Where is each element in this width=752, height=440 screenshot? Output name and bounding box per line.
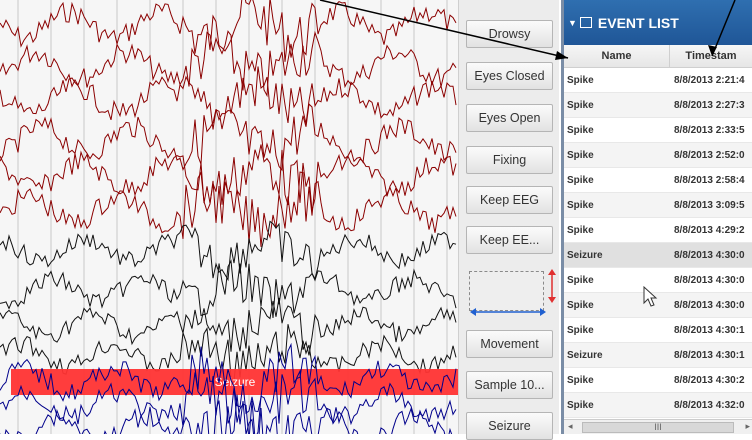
time-gridlines <box>17 0 448 434</box>
event-name-cell: Seizure <box>567 249 603 261</box>
event-name-cell: Spike <box>567 274 594 286</box>
event-timestamp-cell: 8/8/2013 2:21:4 <box>674 74 745 86</box>
eeg-channel-trace <box>0 259 457 319</box>
event-timestamp-cell: 8/8/2013 2:27:3 <box>674 99 745 111</box>
scrollbar-thumb[interactable]: III <box>582 422 734 433</box>
keep-eeg-button[interactable]: Keep EEG <box>466 186 553 214</box>
event-row[interactable]: Spike 8/8/2013 2:52:0 <box>564 143 752 168</box>
event-list-panel: ▼ EVENT LIST Name Timestam Spike 8/8/2013… <box>561 0 752 434</box>
mouse-pointer-icon <box>643 286 658 307</box>
event-row[interactable]: Spike 8/8/2013 2:33:5 <box>564 118 752 143</box>
event-timestamp-cell: 8/8/2013 4:30:2 <box>674 374 745 386</box>
event-timestamp-cell: 8/8/2013 4:30:0 <box>674 299 745 311</box>
event-timestamp-cell: 8/8/2013 2:33:5 <box>674 124 745 136</box>
event-name-cell: Spike <box>567 149 594 161</box>
event-row[interactable]: Spike 8/8/2013 4:32:0 <box>564 393 752 418</box>
event-name-cell: Spike <box>567 324 594 336</box>
timestamp-column-header[interactable]: Timestam <box>685 50 737 62</box>
drowsy-button[interactable]: Drowsy <box>466 20 553 48</box>
event-row[interactable]: Spike 8/8/2013 4:30:1 <box>564 318 752 343</box>
eeg-channel-trace <box>0 342 457 415</box>
seizure-button[interactable]: Seizure <box>466 412 553 440</box>
resize-selection-box[interactable] <box>469 269 556 316</box>
event-timestamp-cell: 8/8/2013 4:29:2 <box>674 224 745 236</box>
event-row[interactable]: Spike 8/8/2013 4:30:2 <box>564 368 752 393</box>
event-timestamp-cell: 8/8/2013 2:52:0 <box>674 149 745 161</box>
event-row[interactable]: Spike 8/8/2013 4:29:2 <box>564 218 752 243</box>
event-list-title: EVENT LIST <box>597 14 679 31</box>
event-row[interactable]: Spike 8/8/2013 2:58:4 <box>564 168 752 193</box>
resize-arrows-icon[interactable] <box>460 267 560 327</box>
event-name-cell: Spike <box>567 124 594 136</box>
event-name-cell: Spike <box>567 224 594 236</box>
scroll-left-arrow-icon[interactable]: ◂ <box>568 421 573 431</box>
eyes-closed-button[interactable]: Eyes Closed <box>466 62 553 90</box>
seizure-annotation-label: Seizure <box>215 375 256 389</box>
eeg-blue-traces-overlay <box>0 342 457 434</box>
event-timestamp-cell: 8/8/2013 4:30:0 <box>674 274 745 286</box>
event-row[interactable]: Spike 8/8/2013 3:09:5 <box>564 193 752 218</box>
eeg-channel-trace <box>0 103 457 172</box>
event-row[interactable]: Spike 8/8/2013 2:27:3 <box>564 93 752 118</box>
collapse-triangle-icon[interactable]: ▼ <box>568 17 577 28</box>
event-name-cell: Spike <box>567 374 594 386</box>
name-column-header[interactable]: Name <box>564 45 670 67</box>
window-box-icon <box>579 17 592 28</box>
event-timestamp-cell: 8/8/2013 2:58:4 <box>674 174 745 186</box>
event-name-cell: Seizure <box>567 349 603 361</box>
eeg-channel-trace <box>0 170 457 247</box>
event-timestamp-cell: 8/8/2013 4:30:0 <box>674 249 745 261</box>
scroll-right-arrow-icon[interactable]: ▸ <box>745 421 750 431</box>
event-row[interactable]: Seizure 8/8/2013 4:30:0 <box>564 243 752 268</box>
eeg-channel-trace <box>0 66 457 130</box>
eeg-channel-trace <box>0 144 457 211</box>
eeg-channel-trace <box>0 297 457 356</box>
horizontal-scrollbar[interactable]: ◂ III ▸ <box>564 419 752 434</box>
fixing-button[interactable]: Fixing <box>466 146 553 174</box>
event-name-cell: Spike <box>567 299 594 311</box>
keep-eeg-truncated-button[interactable]: Keep EE... <box>466 226 553 254</box>
event-name-cell: Spike <box>567 74 594 86</box>
event-list-column-headers: Name Timestam <box>564 45 752 68</box>
event-row[interactable]: Seizure 8/8/2013 4:30:1 <box>564 343 752 368</box>
event-name-cell: Spike <box>567 174 594 186</box>
eyes-open-button[interactable]: Eyes Open <box>466 104 553 132</box>
eeg-channel-trace <box>0 220 457 282</box>
event-timestamp-cell: 8/8/2013 4:30:1 <box>674 349 745 361</box>
event-row[interactable]: Spike 8/8/2013 4:30:0 <box>564 268 752 293</box>
event-timestamp-cell: 8/8/2013 4:32:0 <box>674 399 745 411</box>
movement-button[interactable]: Movement <box>466 330 553 358</box>
event-list-header[interactable]: ▼ EVENT LIST <box>564 0 752 45</box>
event-name-cell: Spike <box>567 199 594 211</box>
event-timestamp-cell: 8/8/2013 3:09:5 <box>674 199 745 211</box>
event-row[interactable]: Spike 8/8/2013 2:21:4 <box>564 68 752 93</box>
sample-button[interactable]: Sample 10... <box>466 371 553 399</box>
eeg-waveform-panel[interactable]: Seizure <box>0 0 458 434</box>
eeg-channel-trace <box>0 324 457 383</box>
eeg-channel-trace <box>0 369 457 434</box>
event-name-cell: Spike <box>567 99 594 111</box>
event-row[interactable]: Spike 8/8/2013 4:30:0 <box>564 293 752 318</box>
event-name-cell: Spike <box>567 399 594 411</box>
event-buttons-panel: Drowsy Eyes Closed Eyes Open Fixing Keep… <box>458 0 559 440</box>
event-timestamp-cell: 8/8/2013 4:30:1 <box>674 324 745 336</box>
event-list-rows: Spike 8/8/2013 2:21:4 Spike 8/8/2013 2:27:3… <box>564 68 752 418</box>
eeg-channel-trace <box>0 394 453 434</box>
